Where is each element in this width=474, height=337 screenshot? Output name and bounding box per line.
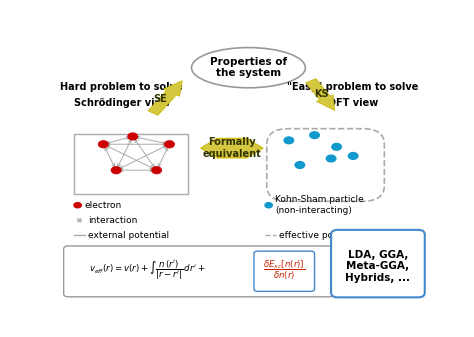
Polygon shape: [201, 138, 263, 158]
Text: "Easy" problem to solve: "Easy" problem to solve: [287, 82, 419, 92]
Circle shape: [326, 155, 336, 162]
Circle shape: [128, 133, 137, 140]
FancyArrow shape: [148, 81, 182, 115]
Circle shape: [332, 144, 341, 150]
FancyBboxPatch shape: [64, 246, 334, 297]
Text: Formally
equivalent: Formally equivalent: [202, 137, 261, 159]
Text: effective potential: effective potential: [279, 231, 363, 240]
Circle shape: [284, 137, 293, 144]
Circle shape: [265, 203, 272, 208]
Circle shape: [164, 141, 174, 148]
FancyBboxPatch shape: [254, 251, 315, 292]
Circle shape: [348, 153, 358, 159]
Circle shape: [111, 167, 121, 174]
Text: $v_{eff}(r) = v(r) + \int \dfrac{n\,(r^{\prime})}{|r - r^{\prime}|}\,dr^{\prime}: $v_{eff}(r) = v(r) + \int \dfrac{n\,(r^{…: [89, 258, 205, 282]
Text: external potential: external potential: [88, 231, 169, 240]
Text: Kohn-Sham particle
(non-interacting): Kohn-Sham particle (non-interacting): [275, 195, 364, 215]
Circle shape: [152, 167, 161, 174]
Text: SE: SE: [154, 94, 167, 104]
Text: Schrödinger view: Schrödinger view: [73, 98, 170, 108]
Text: DFT view: DFT view: [328, 98, 378, 108]
Text: Properties of
the system: Properties of the system: [210, 57, 287, 79]
FancyBboxPatch shape: [74, 134, 188, 193]
Circle shape: [310, 132, 319, 139]
Text: electron: electron: [84, 201, 121, 210]
Circle shape: [99, 141, 108, 148]
Circle shape: [74, 203, 82, 208]
FancyBboxPatch shape: [331, 230, 425, 297]
Text: Hard problem to solve: Hard problem to solve: [60, 82, 183, 92]
FancyArrow shape: [306, 79, 335, 111]
Circle shape: [295, 162, 305, 168]
Text: $\dfrac{\delta E_{xc}[n(r)]}{\delta n(r)}$: $\dfrac{\delta E_{xc}[n(r)]}{\delta n(r)…: [263, 258, 305, 282]
Text: LDA, GGA,
Meta-GGA,
Hybrids, ...: LDA, GGA, Meta-GGA, Hybrids, ...: [346, 250, 410, 283]
Text: KS: KS: [315, 89, 329, 99]
Text: interaction: interaction: [88, 216, 137, 225]
